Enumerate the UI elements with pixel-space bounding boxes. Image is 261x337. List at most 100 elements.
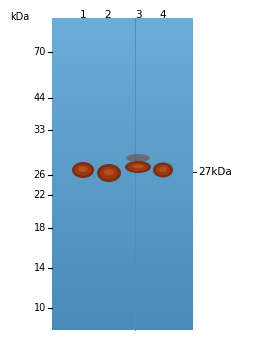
- Bar: [52, 236, 193, 240]
- Bar: [52, 162, 193, 166]
- Bar: [52, 139, 193, 143]
- Bar: [52, 49, 193, 53]
- Ellipse shape: [97, 164, 121, 182]
- Bar: [52, 217, 193, 221]
- Bar: [52, 283, 193, 287]
- Text: 14: 14: [34, 263, 46, 273]
- Bar: [52, 104, 193, 108]
- Bar: [52, 326, 193, 330]
- Bar: [52, 116, 193, 119]
- Bar: [52, 100, 193, 104]
- Bar: [52, 143, 193, 147]
- Bar: [52, 186, 193, 190]
- Bar: [52, 41, 193, 45]
- Bar: [52, 127, 193, 131]
- Bar: [52, 275, 193, 279]
- Bar: [52, 213, 193, 217]
- Bar: [52, 205, 193, 209]
- Ellipse shape: [75, 164, 91, 176]
- Bar: [52, 76, 193, 81]
- Bar: [52, 272, 193, 275]
- Bar: [52, 112, 193, 116]
- Bar: [52, 123, 193, 127]
- Text: 22: 22: [33, 190, 46, 200]
- Ellipse shape: [156, 165, 170, 175]
- Bar: [52, 307, 193, 310]
- Ellipse shape: [78, 166, 88, 172]
- Ellipse shape: [133, 164, 144, 168]
- Text: 33: 33: [34, 125, 46, 135]
- Bar: [52, 322, 193, 326]
- Ellipse shape: [72, 162, 94, 178]
- Bar: [52, 314, 193, 318]
- Bar: [52, 193, 193, 197]
- Bar: [52, 299, 193, 303]
- Bar: [52, 37, 193, 41]
- Bar: [52, 92, 193, 96]
- Bar: [52, 131, 193, 135]
- Bar: [52, 264, 193, 268]
- Bar: [52, 174, 193, 178]
- Bar: [52, 201, 193, 205]
- Bar: [52, 147, 193, 151]
- Bar: [52, 135, 193, 139]
- Bar: [52, 119, 193, 123]
- Bar: [52, 108, 193, 112]
- Bar: [52, 303, 193, 307]
- Bar: [52, 225, 193, 228]
- Bar: [52, 228, 193, 233]
- Bar: [52, 240, 193, 244]
- Bar: [52, 61, 193, 65]
- Text: 18: 18: [34, 223, 46, 233]
- Text: 27kDa: 27kDa: [198, 167, 232, 177]
- Ellipse shape: [153, 162, 173, 178]
- Bar: [52, 57, 193, 61]
- Ellipse shape: [125, 161, 151, 173]
- Bar: [52, 30, 193, 34]
- Bar: [52, 84, 193, 88]
- Bar: [52, 197, 193, 201]
- Bar: [52, 45, 193, 49]
- Bar: [52, 158, 193, 162]
- Bar: [52, 268, 193, 272]
- Bar: [52, 248, 193, 252]
- Text: kDa: kDa: [10, 12, 30, 22]
- Bar: [52, 209, 193, 213]
- Ellipse shape: [104, 169, 114, 175]
- Bar: [52, 295, 193, 299]
- Bar: [52, 178, 193, 182]
- Bar: [52, 69, 193, 72]
- Bar: [52, 318, 193, 322]
- Bar: [52, 170, 193, 174]
- Text: 1: 1: [80, 10, 86, 20]
- Bar: [52, 18, 193, 22]
- Text: 2: 2: [105, 10, 111, 20]
- Text: 3: 3: [135, 10, 141, 20]
- Bar: [52, 53, 193, 57]
- Text: 44: 44: [34, 93, 46, 103]
- Bar: [52, 287, 193, 291]
- Bar: [52, 256, 193, 260]
- Bar: [52, 190, 193, 193]
- Bar: [52, 151, 193, 154]
- Ellipse shape: [126, 154, 150, 162]
- Text: 10: 10: [34, 303, 46, 313]
- Bar: [52, 22, 193, 26]
- Text: 70: 70: [34, 47, 46, 57]
- Bar: [52, 310, 193, 314]
- Bar: [52, 96, 193, 100]
- Bar: [52, 26, 193, 30]
- Bar: [52, 291, 193, 295]
- Ellipse shape: [100, 167, 118, 179]
- Bar: [52, 72, 193, 76]
- Bar: [52, 154, 193, 158]
- Bar: [52, 221, 193, 225]
- Bar: [52, 244, 193, 248]
- Bar: [52, 34, 193, 37]
- Bar: [52, 279, 193, 283]
- Ellipse shape: [128, 163, 148, 171]
- Bar: [52, 260, 193, 264]
- Bar: [52, 182, 193, 186]
- Bar: [52, 166, 193, 170]
- Bar: [52, 88, 193, 92]
